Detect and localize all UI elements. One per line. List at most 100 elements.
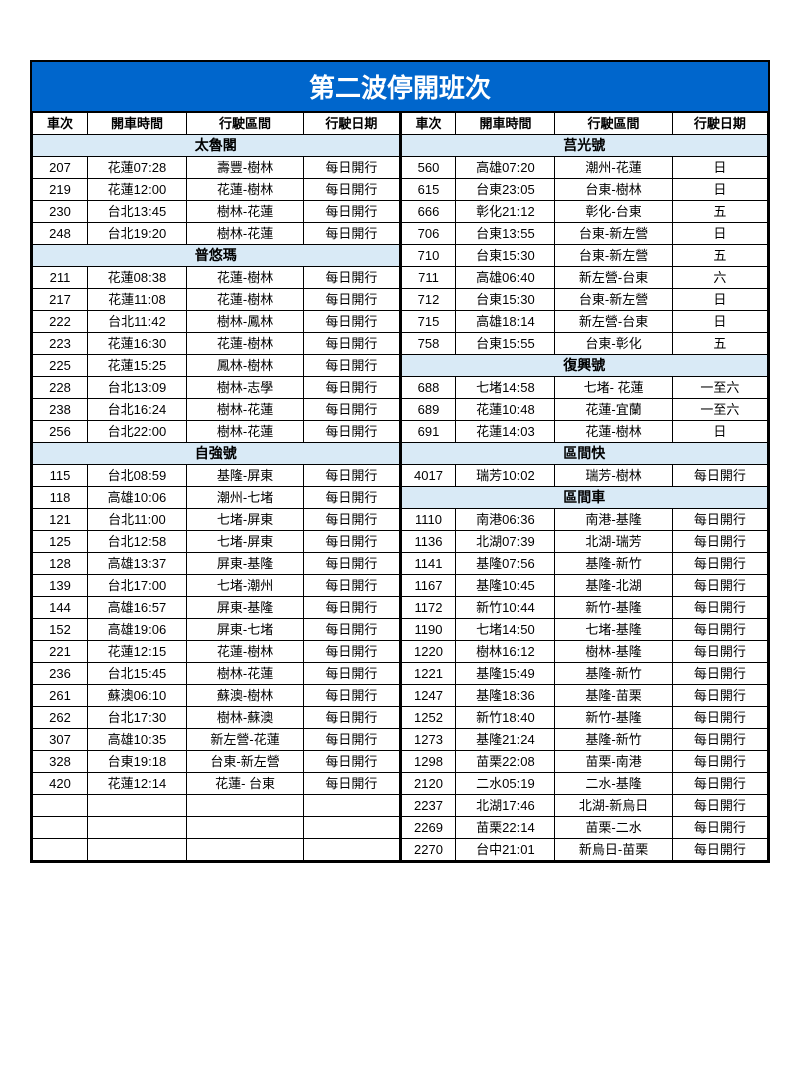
- cell-route: 苗栗-二水: [555, 817, 672, 839]
- schedule-table-container: 第二波停開班次 車次 開車時間 行駛區間 行駛日期 太魯閣207花蓮07:28壽…: [30, 60, 770, 863]
- cell-route: 新左營-花蓮: [186, 729, 303, 751]
- cell-depart-time: 台北11:42: [87, 311, 186, 333]
- cell-schedule: 每日開行: [304, 509, 399, 531]
- cell-train-no: 1220: [401, 641, 456, 663]
- empty-cell: [304, 795, 399, 817]
- cell-train-no: 2270: [401, 839, 456, 861]
- cell-route: 花蓮-樹林: [186, 289, 303, 311]
- cell-depart-time: 北湖17:46: [456, 795, 555, 817]
- table-row: 144高雄16:57屏東-基隆每日開行: [33, 597, 400, 619]
- cell-route: 北湖-瑞芳: [555, 531, 672, 553]
- cell-depart-time: 台北12:58: [87, 531, 186, 553]
- table-row: 222台北11:42樹林-鳳林每日開行: [33, 311, 400, 333]
- header-depart-time: 開車時間: [456, 113, 555, 135]
- empty-row: [33, 795, 400, 817]
- cell-depart-time: 台北17:00: [87, 575, 186, 597]
- group-name: 自強號: [33, 443, 400, 465]
- cell-train-no: 262: [33, 707, 88, 729]
- empty-cell: [33, 839, 88, 861]
- cell-depart-time: 台北13:09: [87, 377, 186, 399]
- group-name: 太魯閣: [33, 135, 400, 157]
- cell-route: 台東-新左營: [555, 289, 672, 311]
- cell-depart-time: 花蓮16:30: [87, 333, 186, 355]
- group-header: 區間車: [401, 487, 768, 509]
- cell-schedule: 五: [672, 245, 767, 267]
- right-header-row: 車次 開車時間 行駛區間 行駛日期: [401, 113, 768, 135]
- cell-train-no: 222: [33, 311, 88, 333]
- cell-train-no: 1252: [401, 707, 456, 729]
- cell-depart-time: 台東13:55: [456, 223, 555, 245]
- cell-schedule: 每日開行: [304, 575, 399, 597]
- cell-depart-time: 新竹10:44: [456, 597, 555, 619]
- cell-depart-time: 花蓮11:08: [87, 289, 186, 311]
- table-row: 2237北湖17:46北湖-新烏日每日開行: [401, 795, 768, 817]
- cell-train-no: 706: [401, 223, 456, 245]
- cell-depart-time: 基隆18:36: [456, 685, 555, 707]
- table-row: 615台東23:05台東-樹林日: [401, 179, 768, 201]
- cell-depart-time: 苗栗22:14: [456, 817, 555, 839]
- cell-route: 基隆-苗栗: [555, 685, 672, 707]
- cell-depart-time: 台東15:55: [456, 333, 555, 355]
- cell-depart-time: 南港06:36: [456, 509, 555, 531]
- table-row: 1273基隆21:24基隆-新竹每日開行: [401, 729, 768, 751]
- cell-route: 新竹-基隆: [555, 707, 672, 729]
- cell-depart-time: 花蓮07:28: [87, 157, 186, 179]
- cell-train-no: 2269: [401, 817, 456, 839]
- table-row: 710台東15:30台東-新左營五: [401, 245, 768, 267]
- cell-route: 二水-基隆: [555, 773, 672, 795]
- cell-schedule: 每日開行: [672, 553, 767, 575]
- cell-route: 屏東-基隆: [186, 597, 303, 619]
- cell-train-no: 560: [401, 157, 456, 179]
- cell-train-no: 1247: [401, 685, 456, 707]
- group-name: 區間車: [401, 487, 768, 509]
- cell-depart-time: 北湖07:39: [456, 531, 555, 553]
- table-row: 211花蓮08:38花蓮-樹林每日開行: [33, 267, 400, 289]
- cell-schedule: 每日開行: [672, 663, 767, 685]
- cell-route: 潮州-花蓮: [555, 157, 672, 179]
- cell-schedule: 每日開行: [304, 289, 399, 311]
- cell-train-no: 236: [33, 663, 88, 685]
- cell-train-no: 217: [33, 289, 88, 311]
- cell-depart-time: 台東15:30: [456, 245, 555, 267]
- cell-train-no: 256: [33, 421, 88, 443]
- cell-train-no: 207: [33, 157, 88, 179]
- cell-train-no: 2120: [401, 773, 456, 795]
- table-row: 1221基隆15:49基隆-新竹每日開行: [401, 663, 768, 685]
- cell-schedule: 日: [672, 289, 767, 311]
- cell-route: 樹林-花蓮: [186, 421, 303, 443]
- cell-schedule: 一至六: [672, 377, 767, 399]
- cell-depart-time: 台東19:18: [87, 751, 186, 773]
- cell-train-no: 691: [401, 421, 456, 443]
- cell-train-no: 118: [33, 487, 88, 509]
- cell-route: 台東-樹林: [555, 179, 672, 201]
- cell-route: 樹林-蘇澳: [186, 707, 303, 729]
- table-row: 706台東13:55台東-新左營日: [401, 223, 768, 245]
- header-route: 行駛區間: [186, 113, 303, 135]
- cell-train-no: 228: [33, 377, 88, 399]
- table-row: 1298苗栗22:08苗栗-南港每日開行: [401, 751, 768, 773]
- cell-route: 台東-彰化: [555, 333, 672, 355]
- empty-cell: [304, 839, 399, 861]
- cell-route: 基隆-北湖: [555, 575, 672, 597]
- cell-schedule: 每日開行: [304, 707, 399, 729]
- cell-route: 花蓮-樹林: [186, 641, 303, 663]
- cell-route: 基隆-新竹: [555, 553, 672, 575]
- table-row: 689花蓮10:48花蓮-宜蘭一至六: [401, 399, 768, 421]
- left-column: 車次 開車時間 行駛區間 行駛日期 太魯閣207花蓮07:28壽豐-樹林每日開行…: [32, 112, 401, 861]
- cell-schedule: 每日開行: [672, 817, 767, 839]
- cell-schedule: 每日開行: [304, 773, 399, 795]
- table-row: 228台北13:09樹林-志學每日開行: [33, 377, 400, 399]
- cell-depart-time: 樹林16:12: [456, 641, 555, 663]
- cell-schedule: 每日開行: [672, 685, 767, 707]
- cell-route: 屏東-七堵: [186, 619, 303, 641]
- cell-depart-time: 高雄16:57: [87, 597, 186, 619]
- cell-schedule: 每日開行: [304, 333, 399, 355]
- cell-schedule: 每日開行: [672, 729, 767, 751]
- cell-depart-time: 瑞芳10:02: [456, 465, 555, 487]
- table-row: 121台北11:00七堵-屏東每日開行: [33, 509, 400, 531]
- cell-depart-time: 七堵14:50: [456, 619, 555, 641]
- table-row: 236台北15:45樹林-花蓮每日開行: [33, 663, 400, 685]
- header-schedule: 行駛日期: [304, 113, 399, 135]
- cell-schedule: 每日開行: [304, 487, 399, 509]
- cell-depart-time: 台北15:45: [87, 663, 186, 685]
